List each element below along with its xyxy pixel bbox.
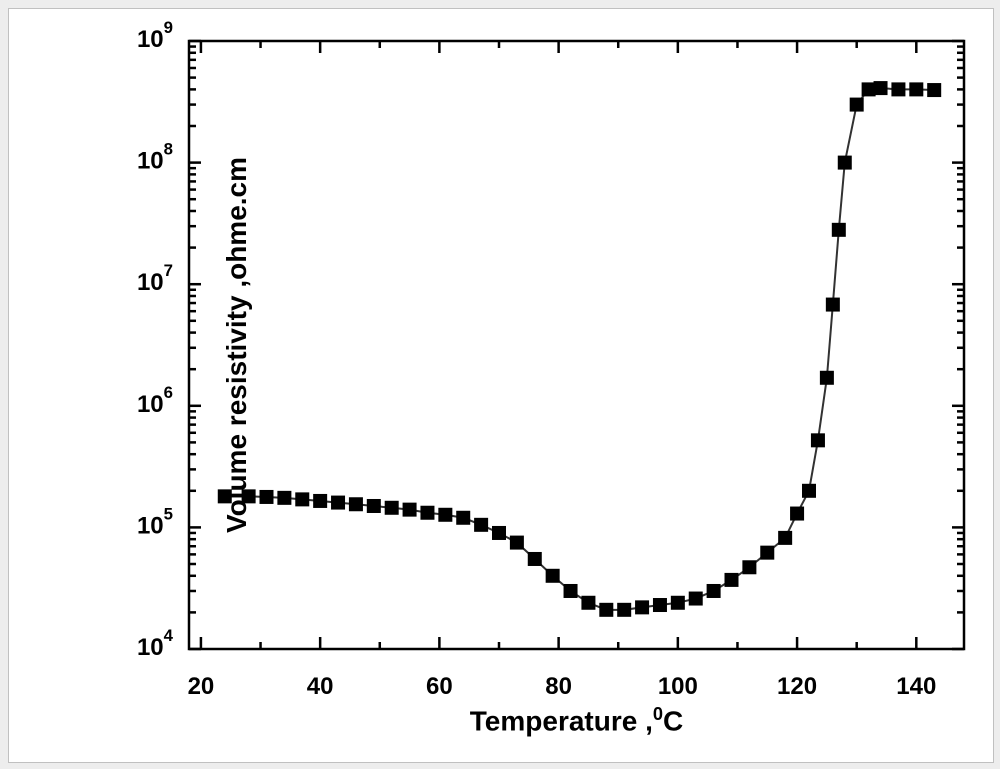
svg-text:40: 40 [307,673,334,700]
x-axis-label: Temperature ,0C [470,704,683,737]
svg-text:107: 107 [137,262,173,297]
chart-svg: 20 40 60 80 100 120 140 104 105 106 107 108 109 [9,9,993,762]
x-axis-label-sup: 0 [653,704,663,724]
svg-text:106: 106 [137,383,173,418]
svg-text:108: 108 [137,140,173,175]
svg-text:100: 100 [658,673,698,700]
svg-text:80: 80 [545,673,572,700]
svg-text:105: 105 [137,505,173,540]
x-axis-label-prefix: Temperature , [470,705,653,736]
chart-panel: 20 40 60 80 100 120 140 104 105 106 107 108 109 Volu… [8,8,994,763]
svg-text:60: 60 [426,673,453,700]
svg-text:140: 140 [896,673,936,700]
svg-text:120: 120 [777,673,817,700]
chart-svg-container: 20 40 60 80 100 120 140 104 105 106 107 108 109 [9,9,993,762]
svg-text:104: 104 [137,626,174,661]
x-axis-label-suffix: C [663,705,683,736]
y-axis-label: Volume resistivity ,ohme.cm [221,157,253,533]
page: 20 40 60 80 100 120 140 104 105 106 107 108 109 Volu… [0,0,1000,769]
svg-text:109: 109 [137,18,173,53]
svg-text:20: 20 [188,673,215,700]
